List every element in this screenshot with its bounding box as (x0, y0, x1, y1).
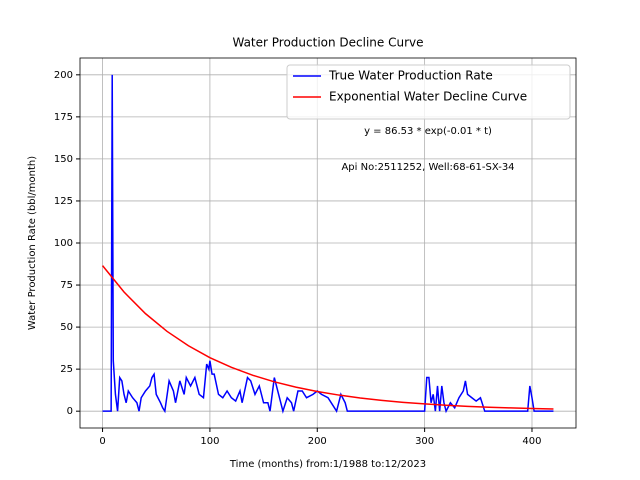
x-axis-label: Time (months) from:1/1988 to:12/2023 (229, 459, 426, 470)
data-line (101, 265, 554, 410)
legend-box (286, 64, 571, 120)
x-tick-label: 200 (308, 436, 327, 447)
legend-label: True Water Production Rate (328, 69, 493, 83)
legend-label: Exponential Water Decline Curve (329, 90, 527, 104)
chart-title: Water Production Decline Curve (232, 36, 423, 50)
y-tick-label: 50 (60, 322, 73, 333)
y-tick-label: 25 (60, 364, 73, 375)
y-tick-label: 125 (54, 196, 73, 207)
y-tick-label: 0 (67, 406, 73, 417)
y-tick-label: 75 (60, 280, 73, 291)
annotation: y = 86.53 * exp(-0.01 * t) (364, 126, 492, 137)
x-tick-label: 100 (200, 436, 219, 447)
y-tick-label: 175 (54, 112, 73, 123)
annotation: Api No:2511252, Well:68-61-SX-34 (341, 162, 514, 173)
y-tick-label: 150 (54, 154, 73, 165)
x-tick-label: 0 (99, 436, 105, 447)
y-tick-label: 100 (54, 238, 73, 249)
y-axis-label: Water Production Rate (bbl/month) (27, 156, 38, 330)
plot-frame (79, 57, 577, 429)
data-line (102, 74, 554, 414)
x-tick-label: 400 (522, 436, 541, 447)
y-tick-label: 200 (54, 70, 73, 81)
x-tick-label: 300 (415, 436, 434, 447)
